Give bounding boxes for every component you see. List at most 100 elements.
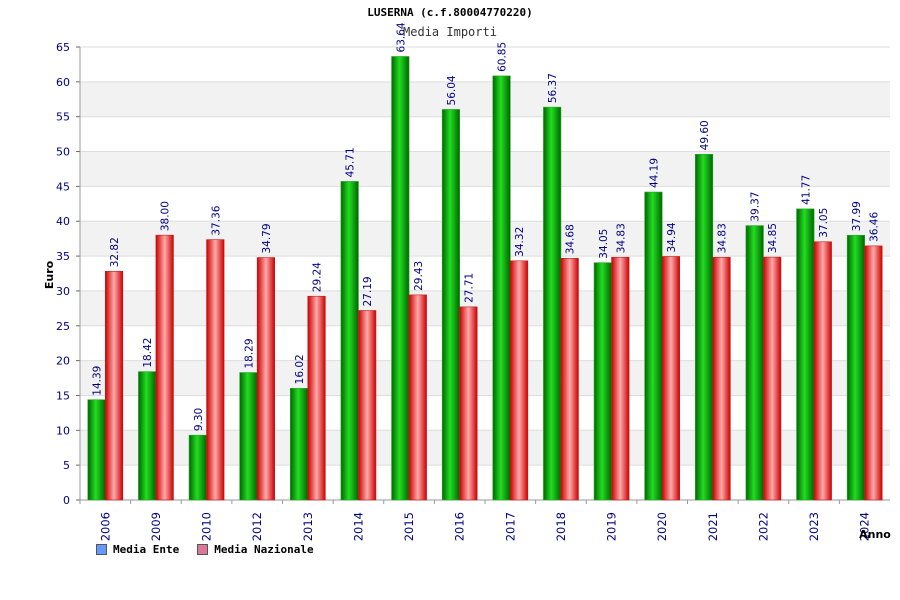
y-axis-title: Euro [43,260,56,289]
data-label-media-ente: 49.60 [699,120,711,150]
legend-swatch-media-nazionale [197,544,209,555]
data-label-media-ente: 14.39 [92,366,104,396]
y-tick-label: 5 [63,459,70,472]
x-tick-label: 2009 [149,512,163,541]
y-tick-label: 10 [56,424,70,437]
data-label-media-ente: 60.85 [497,42,509,72]
data-label-media-nazionale: 34.32 [514,227,526,257]
bar-media-nazionale [459,306,478,501]
x-tick-label: 2018 [554,512,568,541]
chart-title: LUSERNA (c.f.80004770220) [367,6,533,19]
x-tick-label: 2015 [402,512,416,541]
legend-item-media-nazionale: Media Nazionale [197,543,314,556]
data-label-media-nazionale: 29.43 [413,261,425,291]
x-tick-label: 2016 [453,512,467,541]
legend-label-media-nazionale: Media Nazionale [214,543,314,556]
bar-media-ente [543,106,562,501]
bar-media-ente [188,434,207,501]
data-label-media-ente: 16.02 [294,354,306,384]
bar-media-ente [340,181,359,501]
data-label-media-ente: 56.37 [547,73,559,103]
bar-media-ente [391,56,410,501]
bar-media-nazionale [256,257,275,501]
x-tick-label: 2022 [756,512,770,541]
data-label-media-ente: 56.04 [446,75,458,105]
data-label-media-nazionale: 29.24 [312,262,324,292]
data-label-media-nazionale: 32.82 [109,237,121,267]
data-label-media-nazionale: 37.36 [210,205,222,235]
bar-media-nazionale [560,258,579,501]
data-label-media-nazionale: 38.00 [160,201,172,231]
bar-media-ente [745,225,764,501]
legend: Media Ente Media Nazionale [96,543,314,556]
bar-media-nazionale [155,234,174,501]
x-tick-label: 2010 [200,512,214,541]
y-tick-label: 25 [56,320,70,333]
y-tick-label: 30 [56,285,70,298]
bar-media-nazionale [206,239,225,501]
data-label-media-nazionale: 27.19 [362,276,374,306]
bar-media-nazionale [813,241,832,501]
bar-media-nazionale [358,310,377,501]
bar-media-ente [441,109,460,501]
axes: 0 5 10 15 20 25 30 35 40 45 50 55 60 65 2006 2009 2010 20… [56,41,890,541]
data-labels: 14.39 32.82 18.42 38.00 9.30 37.36 18.29 34.79 1… [92,22,881,431]
y-tick-label: 55 [56,111,70,124]
bar-media-ente [593,262,612,501]
y-tick-label: 45 [56,180,70,193]
x-tick-label: 2020 [655,512,669,541]
y-tick-label: 20 [56,355,70,368]
data-label-media-nazionale: 34.79 [261,223,273,253]
x-tick-label: 2014 [351,512,365,541]
y-tick-label: 50 [56,146,70,159]
y-tick-label: 60 [56,76,70,89]
data-label-media-nazionale: 36.46 [868,212,880,242]
bar-media-ente [492,75,511,501]
data-label-media-nazionale: 34.85 [767,223,779,253]
data-label-media-nazionale: 34.68 [565,224,577,254]
x-tick-label: 2012 [250,512,264,541]
y-tick-label: 15 [56,389,70,402]
bar-media-nazionale [661,256,680,501]
bar-media-ente [796,208,815,501]
bar-media-ente [644,191,663,501]
data-label-media-ente: 63.64 [395,22,407,52]
data-label-media-nazionale: 34.83 [615,223,627,253]
x-tick-label: 2017 [503,512,517,541]
y-tick-label: 35 [56,250,70,263]
x-axis-title: Anno [859,528,891,541]
legend-item-media-ente: Media Ente [96,543,179,556]
bar-media-nazionale [408,294,427,501]
data-label-media-ente: 18.29 [243,338,255,368]
data-label-media-nazionale: 37.05 [818,208,830,238]
x-tick-label: 2006 [98,512,112,541]
x-tick-label: 2024 [858,512,872,541]
bar-media-nazionale [864,245,883,501]
data-label-media-ente: 18.42 [142,338,154,368]
bar-media-ente [290,388,309,501]
bar-media-ente [138,371,157,501]
data-label-media-nazionale: 34.94 [666,222,678,252]
data-label-media-ente: 9.30 [193,408,205,431]
chart-subtitle: Media Importi [403,25,497,39]
x-tick-label: 2019 [605,512,619,541]
bar-media-nazionale [307,295,326,501]
x-tick-label: 2021 [706,512,720,541]
data-label-media-ente: 41.77 [800,175,812,205]
x-tick-label: 2013 [301,512,315,541]
data-label-media-ente: 39.37 [750,192,762,222]
bar-media-nazionale [712,256,731,501]
bar-media-nazionale [611,256,630,501]
bar-media-ente [846,234,865,501]
bar-media-nazionale [105,270,124,501]
data-label-media-ente: 44.19 [648,158,660,188]
data-label-media-nazionale: 27.71 [463,273,475,303]
bar-media-nazionale [510,260,529,501]
data-label-media-ente: 45.71 [345,147,357,177]
bar-media-ente [239,372,258,501]
bar-media-ente [695,154,714,501]
grid-band [80,81,890,117]
data-label-media-nazionale: 34.83 [717,223,729,253]
